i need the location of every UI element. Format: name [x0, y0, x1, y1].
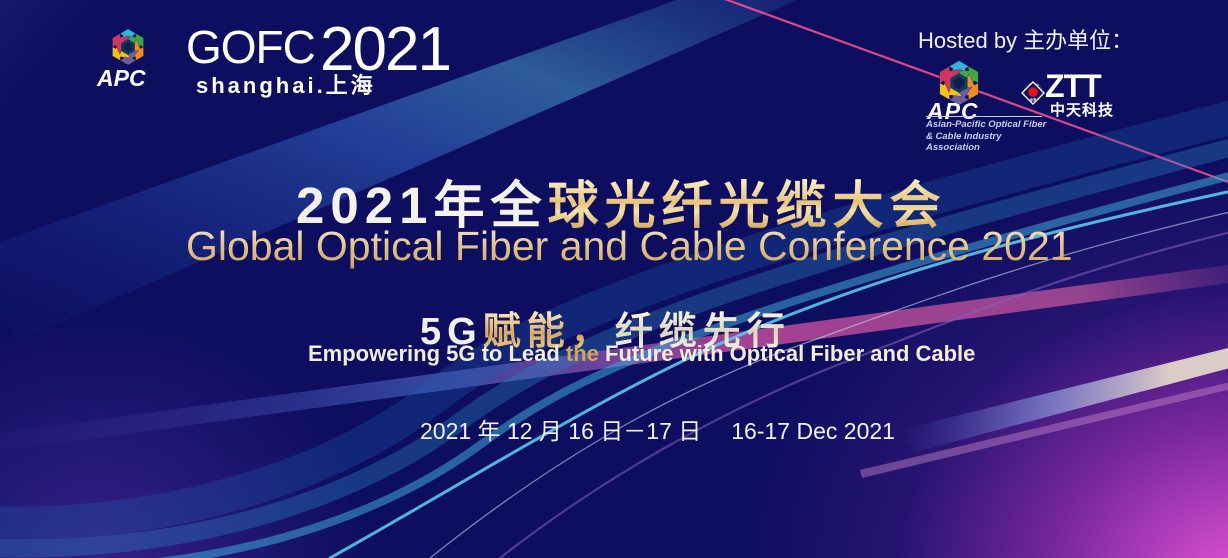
svg-text:中天: 中天	[1030, 97, 1037, 102]
